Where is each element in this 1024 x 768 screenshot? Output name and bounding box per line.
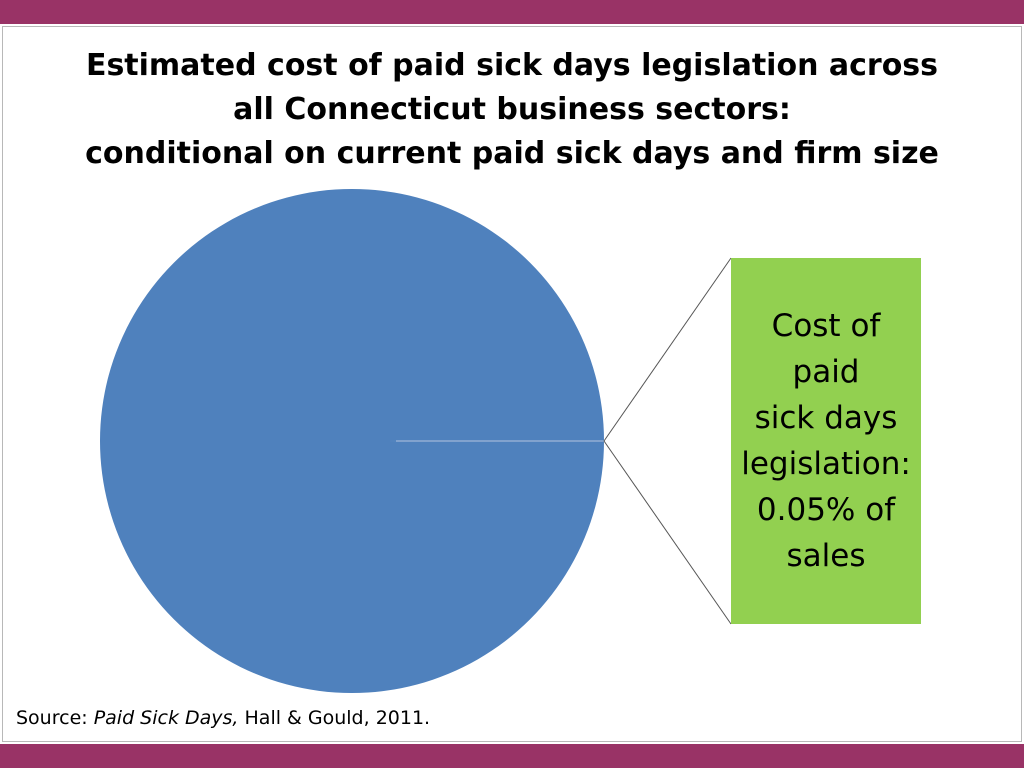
callout-line-5: sales bbox=[786, 538, 866, 574]
pie-slice-main bbox=[100, 189, 604, 694]
callout-box: Cost of paid sick days legislation: 0.05… bbox=[731, 258, 921, 624]
callout-line-4: 0.05% of bbox=[756, 492, 896, 528]
source-rest: Hall & Gould, 2011. bbox=[238, 707, 431, 729]
callout-text: Cost of paid sick days legislation: 0.05… bbox=[731, 303, 921, 579]
chart-title-line-2: all Connecticut business sectors: bbox=[233, 92, 791, 127]
chart-title: Estimated cost of paid sick days legisla… bbox=[40, 44, 984, 176]
callout-line-3: legislation: bbox=[741, 446, 911, 482]
source-work: Paid Sick Days, bbox=[93, 707, 239, 729]
callout-line-2: sick days bbox=[754, 400, 898, 436]
chart-title-line-1: Estimated cost of paid sick days legisla… bbox=[85, 48, 939, 83]
source-prefix: Source: bbox=[16, 707, 94, 729]
source-citation: Source: Paid Sick Days, Hall & Gould, 20… bbox=[16, 707, 430, 729]
chart-title-line-3: conditional on current paid sick days an… bbox=[85, 136, 939, 171]
callout-line-1: Cost of paid bbox=[771, 308, 881, 390]
callout-connector-bottom bbox=[603, 440, 732, 625]
callout-connector-top bbox=[603, 257, 732, 442]
top-accent-bar bbox=[0, 0, 1024, 24]
bottom-accent-bar bbox=[0, 744, 1024, 768]
